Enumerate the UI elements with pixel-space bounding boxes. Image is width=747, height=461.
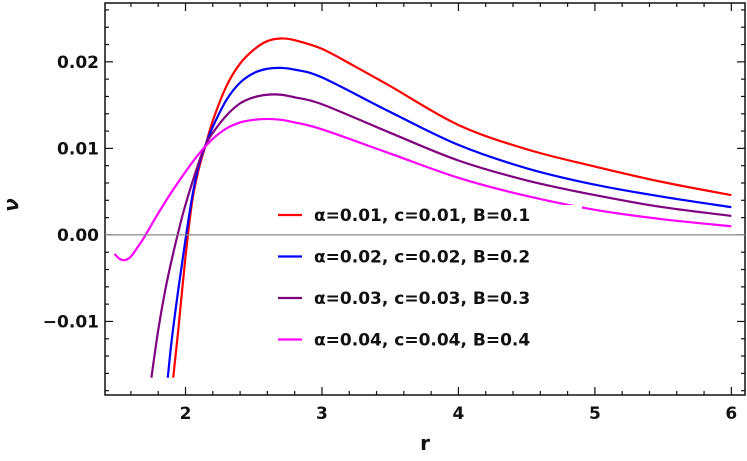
legend-background: [272, 246, 582, 269]
series-line-4: [113, 117, 732, 262]
x-tick-labels: 2 3 4 5 6: [180, 404, 738, 424]
series-line-2: [166, 66, 732, 378]
x-tick-label: 5: [589, 404, 601, 424]
x-tick-label: 6: [725, 404, 737, 424]
series-line-3: [150, 93, 732, 378]
legend-background: [272, 329, 582, 352]
series-curves: [113, 37, 732, 378]
x-tick-label: 2: [180, 404, 192, 424]
legend-label: α=0.01, c=0.01, B=0.1: [314, 206, 530, 226]
legend-background: [272, 288, 582, 310]
legend-background: [272, 205, 582, 227]
legend-label: α=0.04, c=0.04, B=0.4: [314, 331, 530, 351]
y-tick-labels: −0.01 0.00 0.01 0.02: [43, 53, 99, 333]
x-axis-label: r: [420, 431, 430, 455]
y-tick-label: 0.00: [57, 226, 99, 246]
y-axis-label: ν: [0, 198, 23, 212]
y-tick-label: −0.01: [43, 312, 99, 332]
legend-label: α=0.03, c=0.03, B=0.3: [314, 289, 530, 309]
y-tick-label: 0.02: [57, 53, 99, 73]
legend: α=0.01, c=0.01, B=0.1 α=0.02, c=0.02, B=0…: [272, 205, 582, 352]
plot-frame: [104, 2, 746, 396]
legend-label: α=0.02, c=0.02, B=0.2: [314, 248, 530, 268]
x-tick-label: 3: [316, 404, 328, 424]
x-tick-label: 4: [453, 404, 465, 424]
y-tick-label: 0.01: [57, 139, 99, 159]
